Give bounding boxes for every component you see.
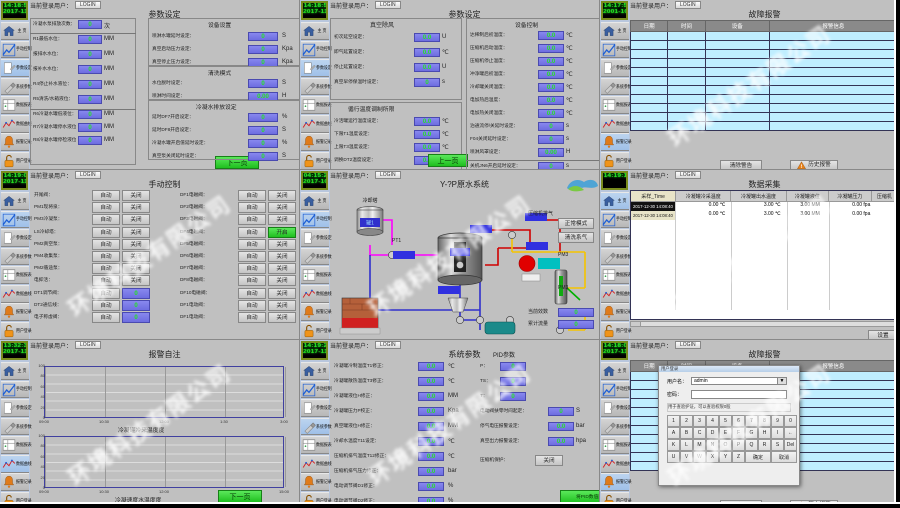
svg-text:冷却塔: 冷却塔 xyxy=(362,197,377,204)
svg-text:罐1: 罐1 xyxy=(366,220,374,227)
